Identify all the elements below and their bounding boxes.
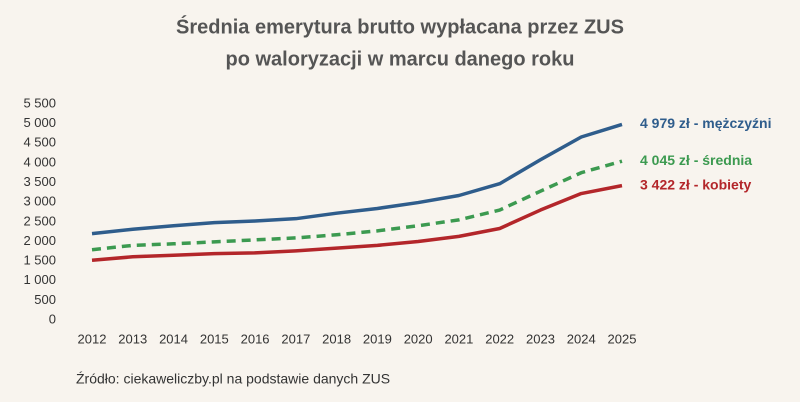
y-tick-label: 2 000 — [23, 233, 56, 248]
series-label: 4 045 zł - średnia — [640, 152, 752, 168]
y-tick-label: 3 000 — [23, 194, 56, 209]
y-tick-label: 2 500 — [23, 213, 56, 228]
x-tick-label: 2025 — [608, 331, 637, 346]
y-tick-label: 4 000 — [23, 154, 56, 169]
chart-title: Średnia emerytura brutto wypłacana przez… — [176, 14, 624, 38]
chart-subtitle: po waloryzacji w marcu danego roku — [226, 48, 575, 70]
y-tick-label: 500 — [34, 292, 56, 307]
y-tick-label: 5 000 — [23, 115, 56, 130]
y-tick-label: 5 500 — [23, 95, 56, 110]
x-tick-label: 2019 — [363, 331, 392, 346]
series-line — [91, 183, 623, 263]
x-tick-label: 2016 — [241, 331, 270, 346]
x-tick-label: 2012 — [78, 331, 107, 346]
x-tick-label: 2015 — [200, 331, 229, 346]
y-tick-label: 0 — [49, 311, 56, 326]
x-tick-label: 2018 — [322, 331, 351, 346]
x-tick-label: 2023 — [526, 331, 555, 346]
x-tick-label: 2017 — [281, 331, 310, 346]
x-tick-label: 2021 — [444, 331, 473, 346]
series-line — [91, 122, 623, 236]
source-note: Źródło: ciekaweliczby.pl na podstawie da… — [76, 371, 390, 387]
x-tick-label: 2014 — [159, 331, 188, 346]
y-tick-label: 4 500 — [23, 135, 56, 150]
y-tick-label: 3 500 — [23, 174, 56, 189]
x-tick-label: 2020 — [404, 331, 433, 346]
x-tick-label: 2013 — [118, 331, 147, 346]
x-tick-label: 2024 — [567, 331, 596, 346]
x-tick-label: 2022 — [485, 331, 514, 346]
y-tick-label: 1 000 — [23, 272, 56, 287]
series-label: 4 979 zł - mężczyźni — [640, 115, 772, 131]
series-label: 3 422 zł - kobiety — [640, 176, 751, 192]
y-tick-label: 1 500 — [23, 253, 56, 268]
